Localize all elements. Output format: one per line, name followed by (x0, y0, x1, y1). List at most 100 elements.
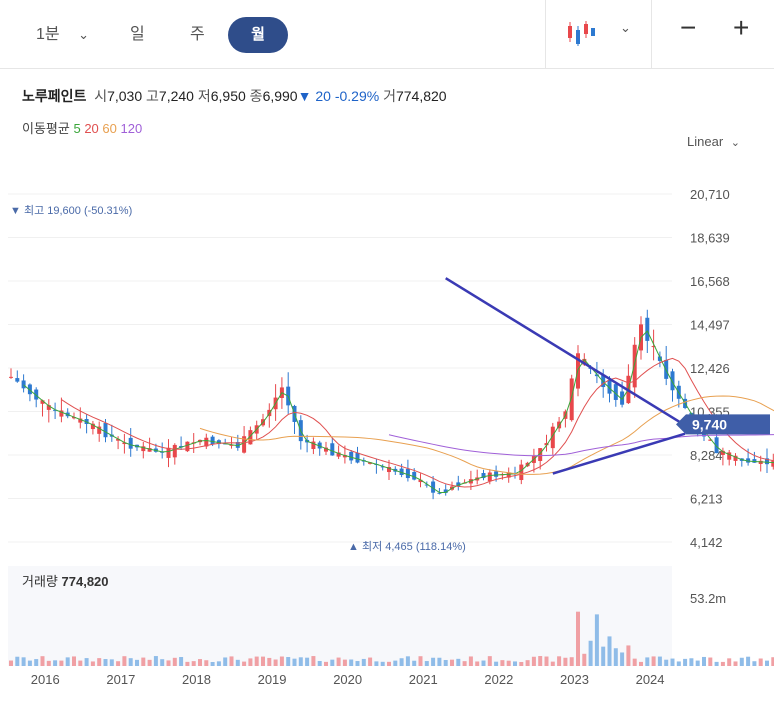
volume-bar (645, 657, 650, 666)
chart-toolbar: 1분 ⌄ 일 주 월 ⌄ − + (0, 0, 774, 69)
candle-body (399, 468, 404, 476)
volume-bar (317, 660, 322, 666)
volume-bar (242, 661, 247, 666)
interval-label: 1분 (36, 26, 60, 43)
candle-body (443, 489, 448, 493)
volume-bar (771, 657, 774, 666)
candle-body (34, 389, 39, 400)
volume-bar (78, 660, 83, 666)
candle-body (21, 380, 26, 389)
candle-body (771, 460, 774, 467)
candlestick-icon[interactable] (566, 20, 596, 53)
volume-title: 거래량 774,820 (22, 571, 109, 590)
candle-body (582, 358, 587, 365)
candle-body (657, 356, 662, 361)
candle-body (645, 317, 650, 341)
candle-body (116, 438, 121, 441)
volume-bar (531, 656, 536, 666)
candle-body (481, 473, 486, 479)
volume-bar (500, 660, 505, 666)
volume-bar (53, 660, 58, 666)
volume-bar (336, 657, 341, 666)
volume-bar (179, 657, 184, 666)
volume-bar (450, 659, 454, 666)
candle-body (311, 441, 316, 450)
candle-body (185, 441, 190, 452)
x-tick-label: 2016 (31, 672, 60, 687)
volume-bar (437, 657, 442, 666)
volume-bar (15, 656, 20, 666)
volume-bar (273, 659, 278, 666)
volume-bar (65, 657, 70, 666)
candle-body (179, 446, 184, 448)
y-tick-label: 18,639 (690, 231, 730, 246)
candle-body (670, 371, 675, 391)
candle-body (336, 452, 341, 457)
volume-bar (34, 659, 39, 666)
volume-bar (298, 657, 303, 666)
candle-body (519, 464, 524, 481)
volume-bar (279, 656, 284, 666)
interval-select[interactable]: 1분 ⌄ (36, 20, 89, 44)
tab-day[interactable]: 일 (130, 26, 145, 43)
volume-bar (620, 652, 625, 666)
candle-body (431, 481, 436, 493)
volume-bar (613, 648, 618, 666)
candle-body (746, 458, 751, 463)
x-tick-label: 2021 (409, 672, 438, 687)
volume-bar (494, 661, 499, 666)
zoom-in-button[interactable]: + (733, 12, 750, 43)
volume-bar (393, 660, 398, 666)
volume-bar (765, 660, 769, 666)
candle-body (487, 472, 492, 482)
candle-body (229, 444, 234, 446)
x-tick-label: 2018 (182, 672, 211, 687)
volume-bar (689, 658, 694, 666)
candle-body (651, 346, 656, 348)
y-tick-label: 16,568 (690, 274, 730, 289)
volume-value: 774,820 (395, 88, 447, 104)
candle-body (506, 472, 511, 478)
volume-bar (588, 640, 593, 666)
high-value: 7,240 (158, 88, 194, 104)
scale-select[interactable]: Linear ⌄ (687, 134, 740, 149)
stock-name: 노루페인트 (22, 88, 87, 104)
tab-week[interactable]: 주 (190, 26, 205, 43)
chevron-down-icon[interactable]: ⌄ (620, 20, 631, 35)
volume-bar (399, 658, 404, 666)
x-tick-label: 2022 (484, 672, 513, 687)
volume-bar (172, 657, 177, 666)
candle-body (380, 466, 385, 468)
volume-bar (103, 659, 108, 666)
volume-bar (424, 661, 429, 666)
high-marker: ▼ 최고 19,600 (-50.31%) (10, 204, 132, 217)
moving-average-line (61, 357, 774, 488)
volume-bar (563, 657, 568, 666)
volume-bar (330, 659, 335, 666)
tab-month[interactable]: 월 (228, 17, 288, 53)
zoom-out-button[interactable]: − (680, 12, 697, 43)
volume-bar (632, 658, 637, 666)
candle-body (27, 384, 32, 395)
candle-body (714, 437, 719, 454)
current-price-badge (676, 414, 770, 435)
volume-bar (342, 659, 347, 666)
low-marker: ▲ 최저 4,465 (118.14%) (348, 540, 466, 553)
trendline (552, 432, 686, 475)
candle-body (387, 466, 391, 473)
volume-bar (702, 656, 706, 666)
candle-body (405, 468, 410, 479)
volume-bar (204, 660, 209, 666)
volume-bar (582, 653, 587, 666)
candle-body (550, 426, 555, 449)
ma-5: 5 (73, 121, 81, 136)
volume-bar (519, 661, 524, 666)
volume-bar (267, 657, 272, 666)
volume-bar (135, 659, 139, 666)
volume-bar (576, 611, 580, 666)
candle-body (248, 430, 253, 445)
volume-bar (758, 658, 763, 666)
volume-bar (657, 656, 662, 666)
high-label: 고 (146, 88, 159, 104)
